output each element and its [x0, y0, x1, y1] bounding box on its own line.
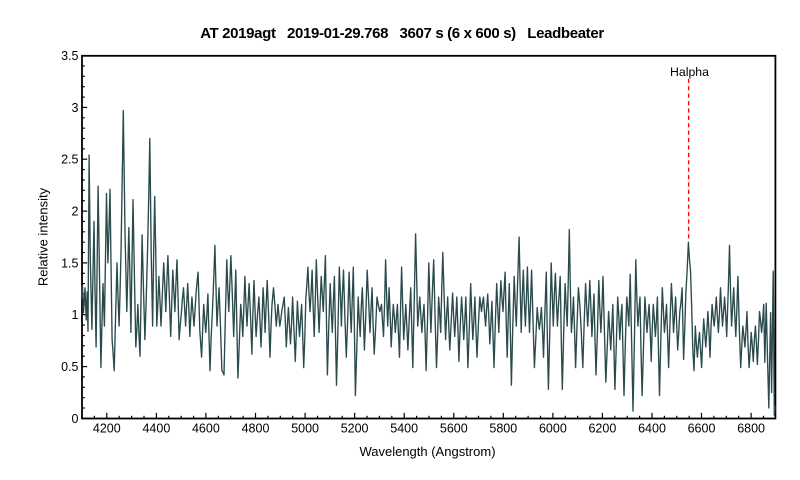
svg-text:2: 2	[72, 205, 79, 219]
svg-text:6400: 6400	[638, 422, 666, 436]
svg-text:Halpha: Halpha	[670, 65, 709, 79]
svg-text:5800: 5800	[489, 422, 517, 436]
svg-text:Wavelength (Angstrom): Wavelength (Angstrom)	[359, 444, 495, 459]
svg-text:0.5: 0.5	[61, 360, 78, 374]
svg-text:4600: 4600	[192, 422, 220, 436]
svg-text:4400: 4400	[142, 422, 170, 436]
svg-text:4800: 4800	[242, 422, 270, 436]
svg-text:5400: 5400	[390, 422, 418, 436]
svg-text:6000: 6000	[539, 422, 567, 436]
svg-text:5200: 5200	[341, 422, 369, 436]
svg-text:6200: 6200	[588, 422, 616, 436]
svg-text:0: 0	[72, 412, 79, 426]
svg-text:5600: 5600	[440, 422, 468, 436]
svg-text:Relative intensity: Relative intensity	[36, 187, 51, 286]
svg-text:4200: 4200	[93, 422, 121, 436]
svg-text:5000: 5000	[291, 422, 319, 436]
svg-text:3.5: 3.5	[61, 49, 78, 63]
svg-text:6800: 6800	[737, 422, 765, 436]
svg-text:3: 3	[72, 101, 79, 115]
svg-text:2.5: 2.5	[61, 153, 78, 167]
svg-text:AT 2019agt 2019-01-29.768: AT 2019agt 2019-01-29.768 3607 s (6 x 60…	[200, 25, 604, 42]
svg-text:1: 1	[72, 308, 79, 322]
svg-text:1.5: 1.5	[61, 256, 78, 270]
svg-text:6600: 6600	[688, 422, 716, 436]
